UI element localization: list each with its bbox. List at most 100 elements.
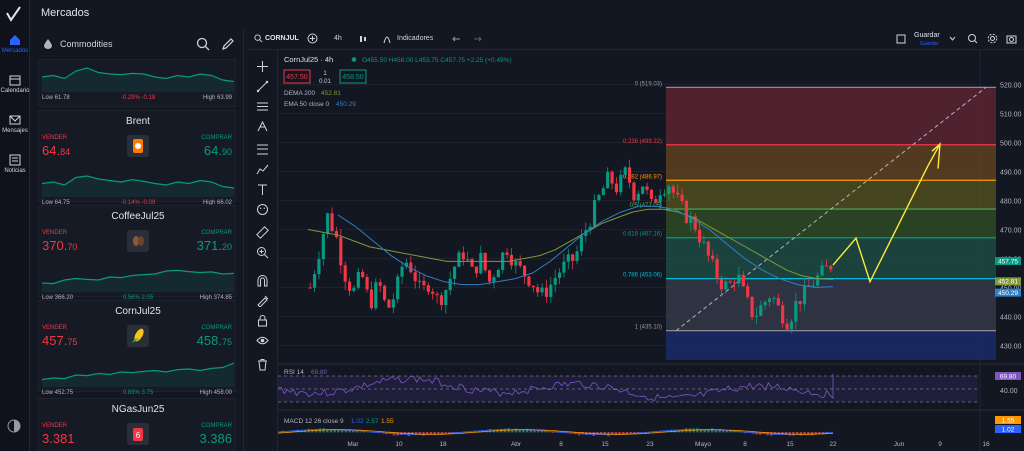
buy-price[interactable]: 458.75 bbox=[196, 333, 232, 348]
crosshair-icon[interactable] bbox=[256, 60, 269, 73]
candle-body bbox=[702, 241, 706, 243]
text-icon[interactable] bbox=[256, 183, 269, 196]
oil-barrel-icon bbox=[127, 135, 149, 157]
macd-histogram-bar bbox=[488, 428, 492, 433]
sell-price[interactable]: 64.84 bbox=[42, 143, 71, 158]
candle-body bbox=[365, 277, 369, 290]
ema-line bbox=[337, 205, 834, 289]
buy-price-box[interactable]: 458.50 bbox=[342, 74, 364, 81]
rsi-label: RSI 14 bbox=[284, 369, 304, 376]
nav-item-mensajes[interactable]: Mensajes bbox=[0, 114, 30, 134]
horizontal-lines-icon[interactable] bbox=[256, 100, 269, 113]
sell-price[interactable]: 457.75 bbox=[42, 333, 78, 348]
add-symbol-icon[interactable] bbox=[307, 33, 318, 44]
house-icon bbox=[10, 35, 20, 45]
projection-path[interactable] bbox=[832, 143, 941, 284]
trash-icon[interactable] bbox=[256, 358, 269, 371]
fib-retracement-icon[interactable] bbox=[256, 143, 269, 156]
candle-body bbox=[343, 265, 347, 282]
candles-icon[interactable] bbox=[358, 34, 368, 44]
watchlist-card-4[interactable]: NGasJun25 VENDER COMPRAR 3.381 3.386 6 bbox=[38, 398, 236, 451]
buy-price[interactable]: 371.20 bbox=[196, 238, 232, 253]
zoom-in-icon[interactable] bbox=[256, 246, 269, 259]
snapshot-icon[interactable] bbox=[1006, 33, 1017, 44]
candle-body bbox=[334, 231, 339, 238]
watchlist-card-3[interactable]: CornJul25 VENDER COMPRAR 457.75 458.75 Low 45… bbox=[38, 300, 236, 396]
app-logo-icon[interactable] bbox=[5, 6, 25, 22]
macd-histogram-bar bbox=[699, 429, 703, 433]
sell-label: VENDER bbox=[42, 423, 68, 429]
nav-item-mercados[interactable]: Mercados bbox=[0, 34, 30, 54]
nav-item-calendario[interactable]: Calendario bbox=[0, 74, 30, 94]
lock-icon[interactable] bbox=[256, 314, 269, 327]
macd-histogram-bar bbox=[611, 432, 614, 435]
price-chart[interactable]: 520.00510.00500.00490.00480.00470.00460.… bbox=[278, 50, 1024, 451]
watchlist-card-1[interactable]: Brent VENDER COMPRAR 64.84 64.90 Low 64.75 -0.… bbox=[38, 110, 236, 206]
candle-body bbox=[750, 296, 754, 318]
candle-body bbox=[632, 182, 636, 201]
gear-icon[interactable] bbox=[987, 33, 998, 44]
symbol-search[interactable]: CORNJUL bbox=[265, 35, 299, 42]
magnet-icon[interactable] bbox=[256, 274, 269, 287]
ema-label: EMA 50 close 0 bbox=[284, 101, 330, 108]
nav-item-noticias[interactable]: Noticias bbox=[0, 154, 30, 174]
quick-search-icon[interactable] bbox=[967, 33, 978, 44]
macd-histogram-bar bbox=[511, 429, 514, 433]
macd-histogram-bar bbox=[644, 432, 647, 434]
rsi-value: 69.80 bbox=[311, 369, 328, 376]
fib-trend-line[interactable] bbox=[675, 86, 987, 332]
category-label[interactable]: Commodities bbox=[60, 39, 113, 49]
macd-histogram-bar bbox=[574, 432, 577, 435]
trend-line-icon[interactable] bbox=[256, 80, 269, 93]
redo-icon[interactable] bbox=[472, 34, 482, 44]
watchlist-card-0[interactable]: Low 61.78 -0.29% -0.18 High 63.99 bbox=[38, 59, 236, 107]
candle-body bbox=[347, 281, 352, 291]
save-button[interactable]: Guardar bbox=[914, 32, 940, 39]
envelope-icon bbox=[9, 115, 21, 125]
instrument-name: Brent bbox=[126, 116, 150, 127]
macd-histogram-bar bbox=[426, 432, 429, 435]
buy-price[interactable]: 3.386 bbox=[199, 431, 232, 446]
candle-body bbox=[798, 301, 802, 305]
projection-icon[interactable] bbox=[256, 163, 269, 176]
indicators-button[interactable]: Indicadores bbox=[397, 35, 434, 42]
price-tag-label: 457.75 bbox=[998, 258, 1018, 265]
macd-histogram-bar bbox=[437, 432, 440, 435]
emoji-icon[interactable] bbox=[256, 203, 269, 216]
lock-drawing-icon[interactable] bbox=[256, 294, 269, 307]
macd-line bbox=[278, 429, 834, 435]
interval-button[interactable]: 4h bbox=[334, 35, 342, 42]
edit-icon[interactable] bbox=[221, 37, 235, 51]
macd-histogram-bar bbox=[551, 432, 555, 433]
price-tick-label: 520.00 bbox=[1000, 83, 1022, 90]
layout-icon[interactable] bbox=[896, 34, 906, 44]
ruler-icon[interactable] bbox=[256, 226, 269, 239]
candle-body bbox=[509, 254, 514, 266]
theme-toggle-icon[interactable] bbox=[6, 418, 22, 434]
time-tick-label: 22 bbox=[829, 441, 837, 448]
price-tag-label: 452.81 bbox=[998, 279, 1018, 286]
candle-body bbox=[641, 186, 645, 194]
macd-histogram-bar bbox=[333, 429, 336, 433]
sell-price[interactable]: 3.381 bbox=[42, 431, 75, 446]
sell-price-box[interactable]: 457.50 bbox=[286, 74, 308, 81]
pitchfork-icon[interactable] bbox=[256, 120, 269, 133]
macd-histogram-bar bbox=[533, 430, 536, 433]
buy-price[interactable]: 64.90 bbox=[203, 143, 232, 158]
time-tick-label: 16 bbox=[982, 441, 990, 448]
macd-histogram-bar bbox=[544, 430, 547, 433]
undo-icon[interactable] bbox=[452, 34, 462, 44]
watchlist-card-2[interactable]: CoffeeJul25 VENDER COMPRAR 370.70 371.20 Low … bbox=[38, 205, 236, 301]
chevron-down-icon[interactable] bbox=[949, 36, 956, 42]
low-value: Low 64.75 bbox=[42, 200, 70, 206]
eye-icon[interactable] bbox=[256, 334, 269, 347]
sell-box[interactable] bbox=[283, 69, 311, 84]
instrument-name: CornJul25 bbox=[115, 306, 161, 317]
buy-box[interactable] bbox=[339, 69, 367, 84]
candle-body bbox=[824, 265, 829, 267]
search-icon[interactable] bbox=[196, 37, 210, 51]
sell-price[interactable]: 370.70 bbox=[42, 238, 78, 253]
candle-body bbox=[549, 284, 553, 297]
macd-histogram-bar bbox=[599, 432, 603, 435]
svg-text:6: 6 bbox=[136, 431, 141, 440]
